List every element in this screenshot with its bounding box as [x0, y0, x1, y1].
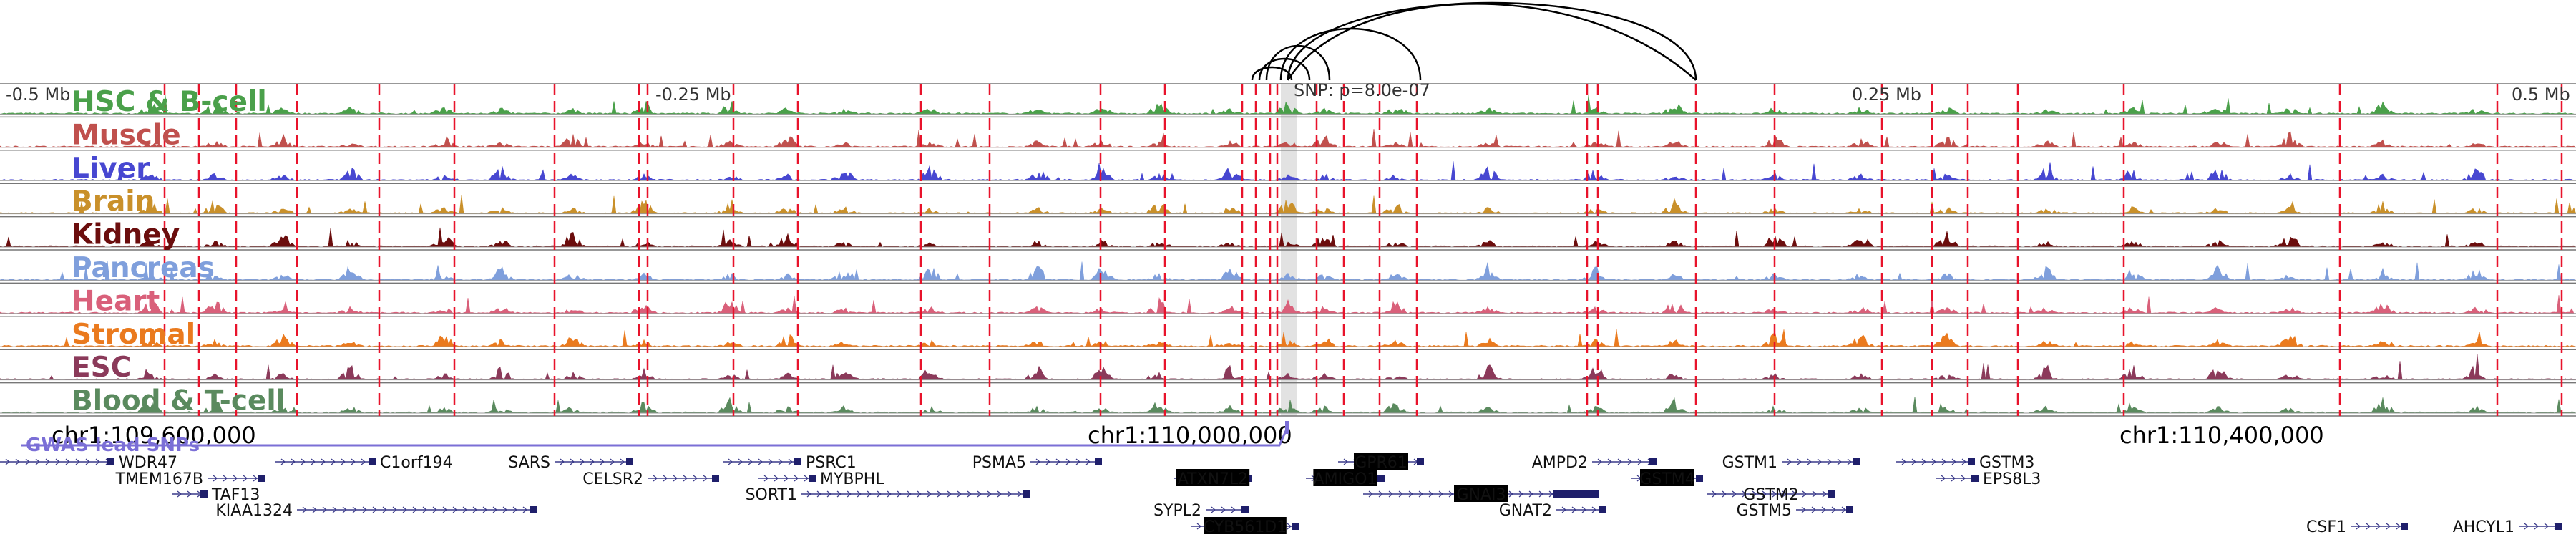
gene-label: GPR61 [1355, 454, 1407, 472]
axis-label-plus-0.5mb: 0.5 Mb [2512, 84, 2570, 105]
gene-gstm1: GSTM1 [1722, 454, 1860, 472]
gwas-lead-snp-mark [1285, 421, 1289, 434]
gene-label: CSF1 [2306, 518, 2346, 536]
gene-atxn7l2: ATXN7L2 [1174, 469, 1252, 488]
track-label: Pancreas [72, 252, 215, 284]
chromatin-loops [1251, 1, 1697, 81]
gene-ahcyl1: AHCYL1 [2453, 518, 2562, 536]
chromatin-loop [1287, 1, 1697, 81]
gene-label: TAF13 [211, 486, 260, 504]
gene-ampd2: AMPD2 [1532, 454, 1657, 472]
track-label: Stromal [72, 319, 195, 351]
gene-label: PSMA5 [972, 454, 1026, 472]
gene-label: GNAI3 [1456, 486, 1506, 504]
signal-track-2 [0, 161, 2576, 181]
gene-sypl2: SYPL2 [1153, 502, 1249, 520]
gene-label: SORT1 [746, 486, 797, 504]
gene-cyb561d1: CYB561D1 [1191, 517, 1299, 536]
gene-gstm2: GSTM2 [1707, 486, 1835, 504]
gene-celsr2: CELSR2 [582, 470, 719, 488]
gene-label: CELSR2 [582, 470, 643, 488]
track-labels: HSC & B-cellMuscleLiverBrainKidneyPancre… [72, 86, 286, 417]
gene-gnat2: GNAT2 [1499, 502, 1606, 520]
gene-tmem167b: TMEM167B [115, 470, 265, 488]
gene-wdr47: WDR47 [0, 454, 177, 472]
track-label: Brain [72, 185, 155, 218]
gene-label: WDR47 [119, 454, 177, 472]
track-label: Muscle [72, 119, 181, 151]
track-label: Kidney [72, 219, 180, 251]
chromatin-loop [1251, 66, 1293, 81]
gene-label: CYB561D1 [1204, 518, 1287, 536]
gene-eps8l3: EPS8L3 [1936, 470, 2041, 488]
axis-label-minus-0.5mb: -0.5 Mb [6, 84, 70, 105]
gene-kiaa1324: KIAA1324 [215, 502, 537, 520]
signal-track-8 [0, 354, 2576, 380]
gene-annotation-track: WDR47 C1orf194 SARS PSRC1 PSMA5 GPR61 AMPD2 GST… [0, 453, 2562, 536]
peak-marker-lines [163, 84, 2563, 416]
track-label: ESC [72, 352, 131, 384]
track-label: Liver [72, 153, 150, 185]
gwas-track: GWAS lead SNPs [21, 421, 1289, 456]
gene-sars: SARS [508, 454, 633, 472]
gene-mybphl: MYBPHL [758, 470, 884, 488]
distance-axis: -0.5 Mb -0.25 Mb 0.25 Mb 0.5 Mb SNP: p=8… [6, 80, 2570, 105]
track-label: HSC & B-cell [72, 86, 267, 118]
track-label: Blood & T-cell [72, 385, 286, 417]
gene-amigo1: AMIGO1 [1306, 469, 1385, 488]
gene-gpr61: GPR61 [1338, 453, 1424, 472]
gene-label: GSTM2 [1743, 486, 1798, 504]
signal-track-4 [0, 227, 2576, 248]
gene-gstm3: GSTM3 [1896, 454, 2034, 472]
gene-label: GSTM4 [1639, 470, 1694, 488]
snp-pvalue-annotation: SNP: p=8.0e-07 [1294, 80, 1430, 100]
gene-taf13: TAF13 [172, 486, 260, 504]
gene-label: TMEM167B [115, 470, 203, 488]
gene-label: MYBPHL [820, 470, 884, 488]
chromatin-loop [1258, 57, 1311, 81]
gene-label: AMIGO1 [1314, 470, 1377, 488]
coordinate-right: chr1:110,400,000 [2119, 422, 2324, 449]
gene-gstm5: GSTM5 [1737, 502, 1853, 520]
gene-label: AMPD2 [1532, 454, 1588, 472]
gene-label: SARS [508, 454, 550, 472]
signal-track-5 [0, 261, 2576, 281]
gene-gstm4: GSTM4 [1631, 469, 1703, 488]
gene-label: ATXN7L2 [1178, 470, 1249, 488]
gene-sort1: SORT1 [746, 486, 1030, 504]
gene-label: KIAA1324 [215, 502, 293, 520]
gene-psrc1: PSRC1 [723, 454, 857, 472]
gene-label: SYPL2 [1153, 502, 1201, 520]
chromatin-loop [1265, 44, 1331, 81]
gwas-label: GWAS lead SNPs [26, 435, 200, 456]
axis-label-minus-0.25mb: -0.25 Mb [655, 84, 731, 105]
gene-label: PSRC1 [806, 454, 857, 472]
chromatin-loop [1287, 3, 1697, 81]
chromatin-loop [1279, 27, 1422, 81]
axis-label-plus-0.25mb: 0.25 Mb [1852, 84, 1921, 105]
signal-track-9 [0, 397, 2576, 414]
gene-label: GSTM5 [1737, 502, 1792, 520]
gene-label: C1orf194 [380, 454, 453, 472]
gene-psma5: PSMA5 [972, 454, 1102, 472]
gene-label: GNAT2 [1499, 502, 1552, 520]
gene-label: AHCYL1 [2453, 518, 2514, 536]
gene-label: GSTM1 [1722, 454, 1777, 472]
gene-gnai3: GNAI3 [1363, 485, 1599, 504]
gene-label: EPS8L3 [1983, 470, 2041, 488]
signal-track-7 [0, 329, 2576, 347]
track-label: Heart [72, 285, 160, 317]
gene-c1orf194: C1orf194 [275, 454, 453, 472]
gene-label: GSTM3 [1979, 454, 2034, 472]
gene-csf1: CSF1 [2306, 518, 2408, 536]
